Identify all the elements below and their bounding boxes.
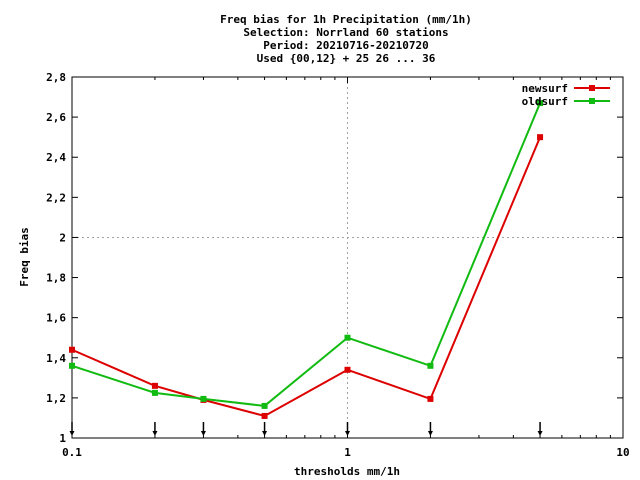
data-point-oldsurf xyxy=(344,334,351,341)
y-tick-label: 1 xyxy=(59,432,66,445)
title-line-1: Freq bias for 1h Precipitation (mm/1h) xyxy=(220,13,472,26)
x-axis-label: thresholds mm/1h xyxy=(294,465,400,478)
data-point-oldsurf xyxy=(200,395,207,402)
data-point-newsurf xyxy=(151,382,158,389)
y-axis-label: Freq bias xyxy=(18,227,31,287)
title-line-4: Used {00,12} + 25 26 ... 36 xyxy=(257,52,436,65)
series-line-oldsurf xyxy=(71,102,541,407)
title-line-2: Selection: Norrland 60 stations xyxy=(243,26,448,39)
data-point-newsurf xyxy=(427,395,434,402)
threshold-marker-head xyxy=(69,431,75,436)
data-point-newsurf xyxy=(261,412,268,419)
x-tick-label: 0.1 xyxy=(62,446,82,459)
data-point-newsurf xyxy=(69,346,75,353)
y-tick-label: 1,6 xyxy=(46,312,66,325)
y-tick-label: 2,8 xyxy=(46,71,66,84)
threshold-marker-head xyxy=(262,431,268,436)
data-point-oldsurf xyxy=(151,389,158,396)
y-tick-label: 1,4 xyxy=(46,352,66,365)
legend-label-newsurf: newsurf xyxy=(522,82,568,95)
data-point-oldsurf xyxy=(69,362,75,369)
y-tick-label: 1,2 xyxy=(46,392,66,405)
threshold-marker-head xyxy=(152,431,158,436)
legend-swatch-marker-oldsurf xyxy=(589,98,595,104)
y-tick-label: 2 xyxy=(59,231,66,244)
data-point-newsurf xyxy=(537,134,544,141)
x-tick-label: 10 xyxy=(616,446,629,459)
x-axis: 0.1 1 10 xyxy=(62,77,630,459)
y-tick-label: 1,8 xyxy=(46,272,66,285)
x-tick-label: 1 xyxy=(344,446,351,459)
grid-lines xyxy=(72,77,623,438)
data-point-oldsurf xyxy=(537,100,544,107)
chart-title: Freq bias for 1h Precipitation (mm/1h) S… xyxy=(220,13,472,65)
y-axis: 1 1,2 1,4 1,6 1,8 2 2,2 2,4 2,6 2,8 xyxy=(46,71,623,445)
legend-swatch-marker-newsurf xyxy=(589,85,595,91)
threshold-marker-head xyxy=(537,431,543,436)
y-tick-label: 2,2 xyxy=(46,191,66,204)
threshold-marker-head xyxy=(427,431,433,436)
threshold-marker-head xyxy=(345,431,350,436)
legend-label-oldsurf: oldsurf xyxy=(522,95,568,108)
data-point-newsurf xyxy=(344,366,351,373)
data-point-oldsurf xyxy=(427,362,434,369)
threshold-markers xyxy=(69,422,543,436)
title-line-3: Period: 20210716-20210720 xyxy=(263,39,429,52)
series-line-newsurf xyxy=(71,136,541,418)
threshold-marker-head xyxy=(200,431,206,436)
y-tick-label: 2,6 xyxy=(46,111,66,124)
data-point-oldsurf xyxy=(261,402,268,409)
series-group xyxy=(69,100,544,419)
y-tick-label: 2,4 xyxy=(46,151,66,164)
